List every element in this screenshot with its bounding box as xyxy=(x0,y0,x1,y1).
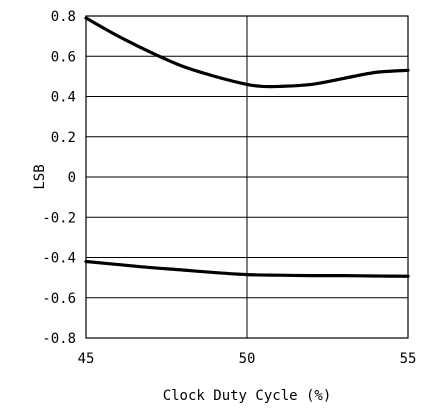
x-tick-labels: 45 50 55 xyxy=(78,351,417,367)
y-tick-label: 0.8 xyxy=(51,9,76,25)
series-line-2 xyxy=(84,259,410,278)
plot-frame xyxy=(85,15,409,339)
y-tick-label: -0.6 xyxy=(42,291,76,307)
y-tick-label: 0.6 xyxy=(51,49,76,65)
y-tick-label: -0.2 xyxy=(42,210,76,226)
x-tick-label: 55 xyxy=(400,351,417,367)
y-axis-label: LSB xyxy=(32,164,48,189)
y-tick-label: 0.4 xyxy=(51,90,76,106)
grid xyxy=(85,15,409,339)
x-tick-label: 45 xyxy=(78,351,95,367)
x-axis-label: Clock Duty Cycle (%) xyxy=(163,388,332,404)
series-layer xyxy=(84,16,410,278)
y-tick-labels: 0.8 0.6 0.4 0.2 0 -0.2 -0.4 -0.6 -0.8 xyxy=(42,9,76,347)
y-tick-label: -0.4 xyxy=(42,251,76,267)
series-line-1 xyxy=(84,16,410,89)
y-tick-label: -0.8 xyxy=(42,331,76,347)
x-tick-label: 50 xyxy=(239,351,256,367)
y-tick-label: 0.2 xyxy=(51,130,76,146)
y-tick-label: 0 xyxy=(68,170,76,186)
